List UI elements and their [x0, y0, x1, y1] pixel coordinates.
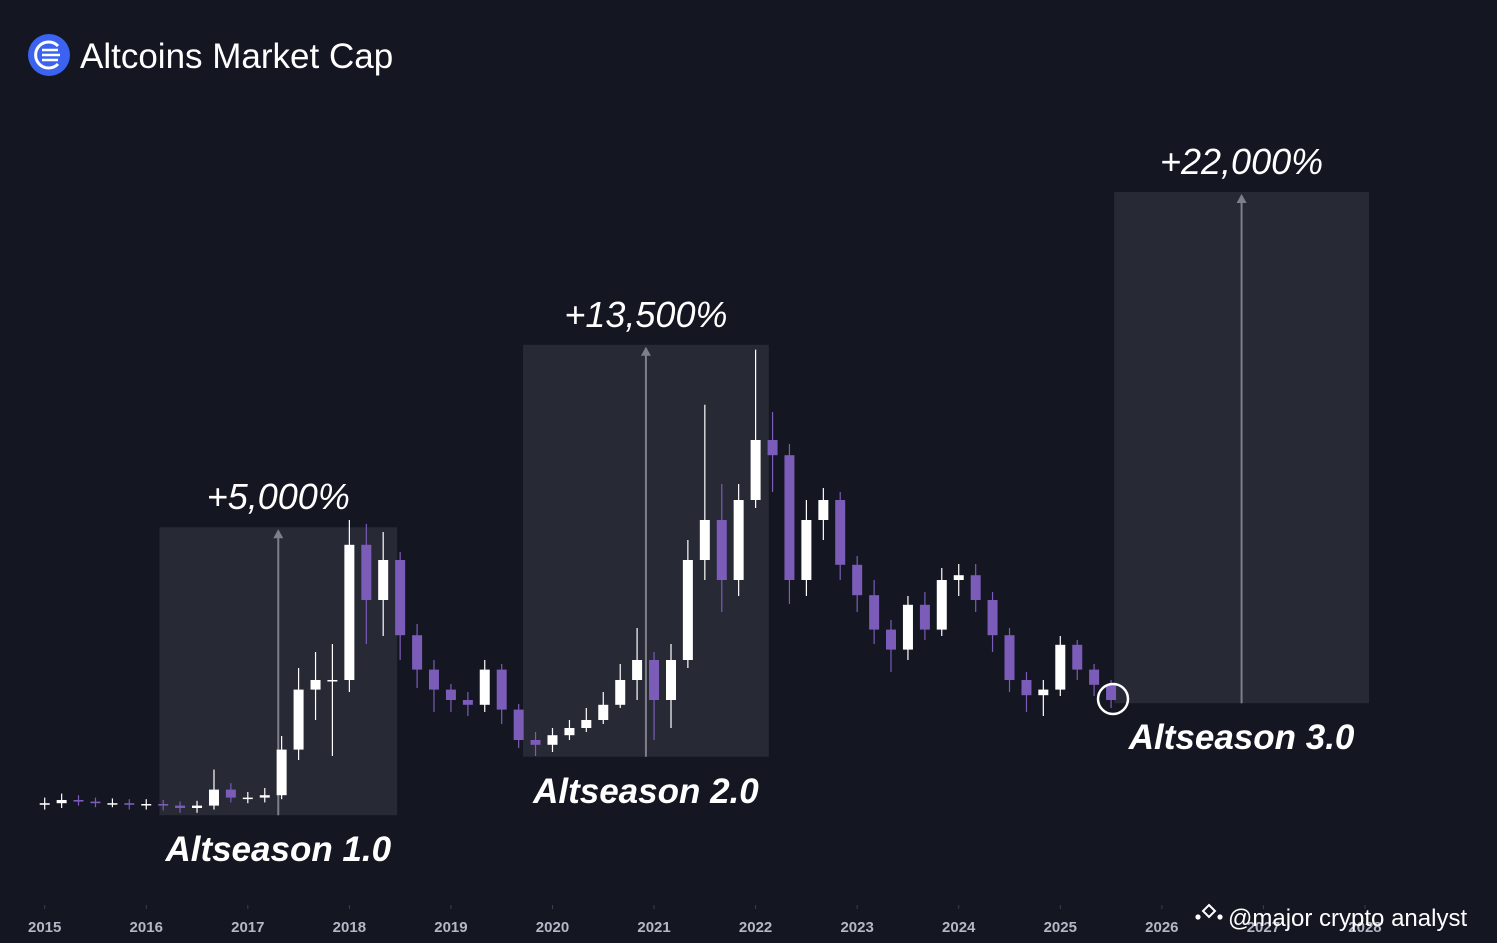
candle-body: [885, 629, 896, 650]
candle-body: [73, 800, 84, 802]
candle-body: [869, 595, 880, 630]
x-tick-label: 2028: [1348, 919, 1381, 936]
candle-body: [395, 560, 406, 636]
candle-body: [1038, 689, 1049, 696]
candle-body: [801, 520, 812, 580]
arrow-head: [273, 529, 284, 539]
candle-body: [919, 604, 930, 630]
candle-body: [852, 564, 863, 596]
candle-body: [1004, 635, 1015, 680]
season-label: Altseason 1.0: [164, 830, 391, 869]
candle-body: [242, 797, 253, 800]
candle-body: [428, 669, 439, 690]
candle-body: [496, 669, 507, 710]
candle-body: [835, 500, 846, 565]
candle-body: [107, 803, 118, 805]
candle-body: [987, 600, 998, 636]
candle-body: [1106, 684, 1117, 700]
candle-body: [632, 660, 643, 680]
candle-body: [327, 680, 338, 682]
candle-body: [581, 720, 592, 728]
x-tick-label: 2016: [130, 919, 163, 936]
candle-body: [666, 660, 677, 700]
candle-body: [208, 789, 219, 806]
candle-body: [462, 700, 473, 705]
highlight-circle: [1096, 682, 1130, 716]
x-tick-label: 2022: [739, 919, 772, 936]
candle-body: [649, 660, 660, 700]
candle-body: [1021, 680, 1032, 696]
arrow-head: [640, 346, 651, 356]
candle-body: [682, 560, 693, 660]
candle-body: [784, 455, 795, 580]
candle-body: [716, 520, 727, 580]
candle-body: [56, 800, 67, 804]
x-tick-label: 2019: [434, 919, 467, 936]
change-label: +22,000%: [1160, 141, 1323, 182]
candle-body: [750, 440, 761, 500]
x-tick-label: 2024: [942, 919, 976, 936]
candle-body: [615, 680, 626, 705]
candle-body: [564, 728, 575, 736]
candle-body: [445, 689, 456, 700]
change-label: +13,500%: [564, 294, 727, 335]
candle-body: [1055, 644, 1066, 690]
candle-body: [412, 635, 423, 670]
candle-body: [259, 795, 270, 798]
candle-body: [936, 580, 947, 630]
candle-body: [970, 575, 981, 600]
watermark: @major crypto analyst: [1228, 905, 1467, 932]
logo: [28, 34, 70, 76]
x-tick-label: 2027: [1247, 919, 1280, 936]
watermark-icon: [1195, 903, 1223, 920]
candle-body: [479, 669, 490, 705]
candle-body: [547, 735, 558, 745]
chart-title: Altcoins Market Cap: [80, 37, 393, 76]
candle-body: [175, 805, 186, 808]
arrow-head: [1236, 194, 1247, 203]
x-tick-label: 2025: [1044, 919, 1077, 936]
candle-body: [530, 740, 541, 745]
x-tick-label: 2026: [1145, 919, 1178, 936]
x-tick-label: 2020: [536, 919, 569, 936]
candle-body: [1072, 644, 1083, 670]
candle-body: [953, 575, 964, 580]
candle-body: [124, 803, 135, 805]
x-tick-label: 2023: [840, 919, 873, 936]
x-tick-label: 2021: [637, 919, 670, 936]
candle-body: [598, 704, 609, 720]
candle-body: [344, 544, 355, 680]
season-label: Altseason 3.0: [1128, 718, 1355, 757]
candle-body: [158, 804, 169, 806]
candle-body: [192, 805, 203, 808]
candle-body: [818, 500, 829, 520]
candle-body: [378, 560, 389, 600]
candle-body: [902, 604, 913, 650]
candle-body: [310, 680, 321, 690]
x-tick-label: 2017: [231, 919, 264, 936]
change-label: +5,000%: [207, 476, 350, 517]
candle-body: [699, 520, 710, 560]
candle-body: [225, 789, 236, 798]
season-label: Altseason 2.0: [532, 772, 759, 811]
candle-body: [361, 544, 372, 600]
x-tick-label: 2018: [333, 919, 366, 936]
candle-body: [513, 709, 524, 740]
candle-body: [90, 801, 101, 804]
x-tick-label: 2015: [28, 919, 61, 936]
candle-body: [39, 803, 50, 805]
candle-body: [141, 804, 152, 806]
candle-body: [293, 689, 304, 750]
candle-body: [1089, 669, 1100, 685]
candle-body: [767, 440, 778, 456]
candle-body: [733, 500, 744, 580]
candle-body: [276, 749, 287, 796]
